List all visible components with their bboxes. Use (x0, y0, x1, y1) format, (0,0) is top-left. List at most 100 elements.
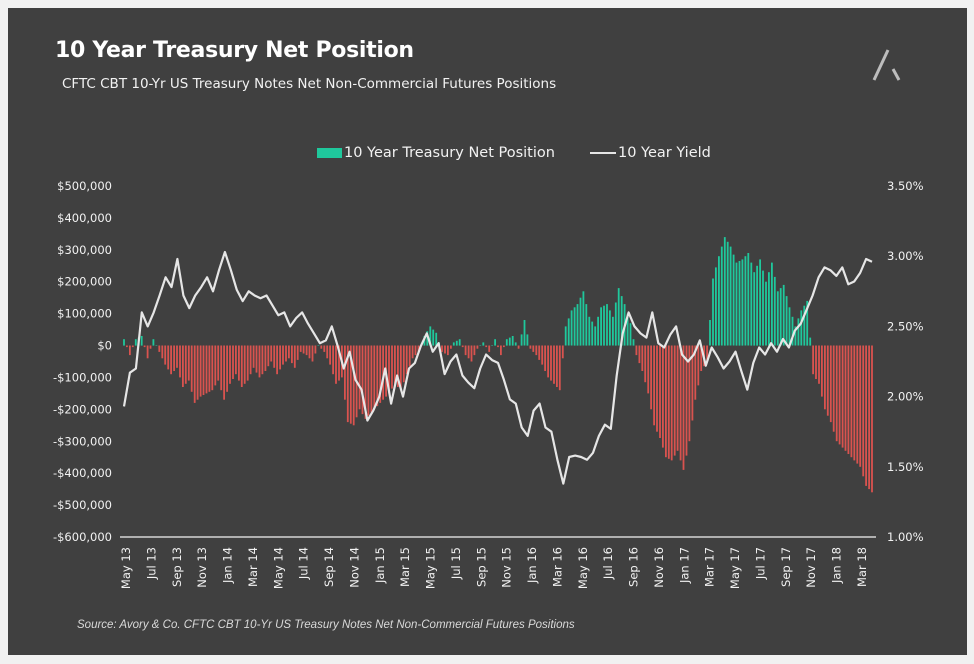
bar-negative (364, 345, 367, 419)
left-axis: $500,000 $400,000 $300,000 $200,000 $100,000… (53, 179, 112, 544)
bar-negative (291, 345, 293, 364)
bar-negative (856, 345, 859, 464)
bar-negative (397, 345, 399, 387)
x-tick-label: Jul 16 (601, 547, 615, 580)
bar-negative (697, 345, 700, 386)
bar-positive (779, 288, 782, 346)
bar-negative (220, 345, 223, 391)
bar-positive (573, 307, 576, 346)
bar-negative (532, 345, 535, 352)
bar-negative (394, 345, 396, 384)
bar-positive (458, 339, 461, 346)
bar-negative (682, 345, 685, 470)
bar-positive (603, 305, 605, 346)
bar-positive (626, 313, 629, 346)
bar-positive (614, 302, 617, 346)
bar-negative (497, 345, 499, 348)
bar-negative (208, 345, 211, 392)
bar-negative (179, 345, 181, 378)
bar-negative (143, 345, 146, 348)
bar-negative (865, 345, 867, 486)
bar-negative (252, 345, 255, 368)
bar-negative (243, 345, 246, 384)
bar-positive (576, 304, 579, 346)
bar-positive (765, 281, 767, 346)
bar-negative (388, 345, 390, 394)
bar-positive (588, 316, 591, 346)
bar-negative (503, 345, 505, 348)
bar-positive (526, 334, 529, 346)
bar-negative (467, 345, 470, 359)
x-tick-label: Nov 16 (652, 547, 666, 588)
bar-negative (320, 345, 323, 349)
bar-negative (391, 345, 393, 389)
x-tick-label: May 15 (424, 547, 438, 589)
bar-negative (361, 345, 364, 415)
bar-positive (429, 326, 432, 346)
bar-negative (868, 345, 870, 490)
bar-negative (126, 345, 128, 348)
x-tick-label: May 16 (576, 547, 590, 589)
bar-negative (273, 345, 276, 368)
bar-negative (558, 345, 561, 391)
bar-negative (500, 345, 502, 356)
bar-negative (670, 345, 673, 461)
x-tick-label: Jan 17 (677, 547, 691, 584)
bar-negative (373, 345, 376, 410)
bar-negative (461, 345, 464, 348)
bar-positive (803, 305, 806, 346)
x-tick-label: Jan 14 (221, 547, 235, 584)
bar-negative (535, 345, 538, 356)
bar-negative (146, 345, 149, 359)
bar-negative (662, 345, 664, 448)
bar-negative (550, 345, 552, 381)
left-tick-label: -$300,000 (53, 434, 112, 448)
legend: 10 Year Treasury Net Position 10 Year Yi… (317, 145, 711, 161)
bar-negative (541, 345, 544, 365)
bar-negative (182, 345, 184, 387)
bar-negative (488, 345, 491, 352)
bar-negative (659, 345, 661, 438)
bar-positive (768, 272, 770, 346)
x-tick-label: Sep 13 (170, 547, 184, 587)
x-axis: May 13 Jul 13 Sep 13 Nov 13 Jan 14 Mar 14 May … (119, 547, 869, 589)
x-tick-label: Mar 18 (855, 547, 869, 587)
bar-negative (246, 345, 249, 381)
bar-positive (491, 345, 493, 346)
bar-negative (656, 345, 658, 432)
bar-negative (517, 345, 520, 349)
bar-negative (667, 345, 670, 459)
bar-negative (688, 345, 691, 442)
bar-positive (629, 323, 632, 346)
bar-negative (447, 345, 449, 356)
x-tick-label: Jan 15 (373, 547, 387, 584)
bar-positive (723, 237, 726, 346)
bar-positive (600, 307, 602, 346)
x-tick-label: Mar 14 (246, 547, 260, 587)
bar-negative (529, 345, 532, 349)
bar-positive (809, 337, 812, 346)
bar-positive (776, 291, 779, 346)
legend-line-swatch (589, 152, 616, 154)
bar-positive (482, 342, 485, 346)
bar-positive (508, 337, 511, 346)
bar-positive (785, 296, 788, 346)
right-tick-label: 3.50% (887, 179, 924, 193)
right-tick-label: 2.00% (887, 390, 924, 404)
bar-negative (700, 345, 703, 371)
bar-negative (653, 345, 655, 426)
bar-negative (556, 345, 558, 387)
bar-negative (305, 345, 308, 356)
legend-line-label: 10 Year Yield (617, 145, 711, 161)
bar-negative (676, 345, 679, 451)
bar-positive (597, 316, 599, 346)
bar-negative (279, 345, 281, 370)
bar-negative (249, 345, 252, 375)
bar-negative (293, 345, 296, 368)
left-tick-label: $100,000 (57, 307, 112, 321)
bar-positive (591, 321, 594, 346)
bar-negative (282, 345, 284, 365)
bar-negative (464, 345, 467, 356)
x-tick-label: Jul 15 (449, 547, 463, 580)
bar-negative (270, 345, 273, 362)
